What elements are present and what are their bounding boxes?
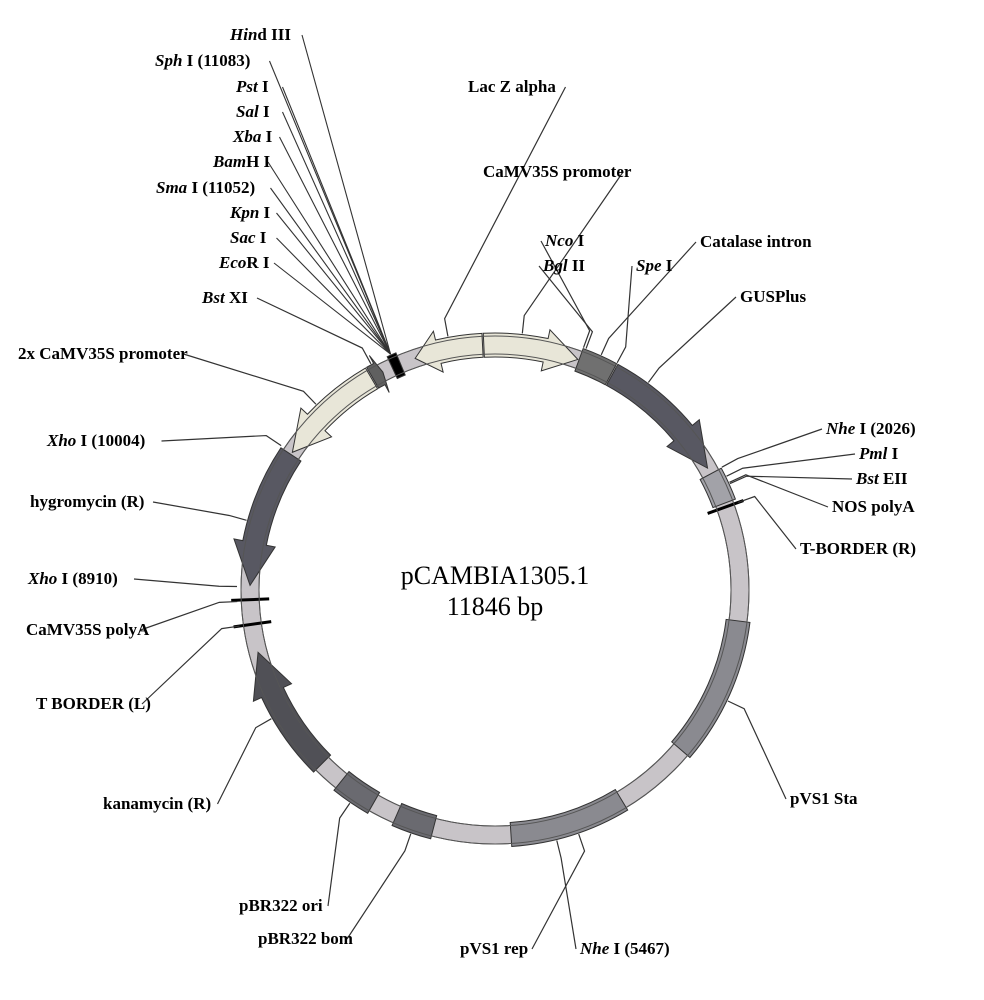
feature-label: pBR322 ori	[239, 897, 323, 916]
restriction-site-label: Kpn I	[230, 204, 270, 223]
restriction-site-label: Xho I (8910)	[28, 570, 118, 589]
feature-label: NOS polyA	[832, 498, 915, 517]
restriction-site-label: Xho I (10004)	[47, 432, 145, 451]
restriction-site-label: Bst EII	[856, 470, 908, 489]
feature-label: hygromycin (R)	[30, 493, 144, 512]
restriction-site-label: Nhe I (5467)	[580, 940, 670, 959]
restriction-site-label: Bgl II	[543, 257, 585, 276]
restriction-site-label: Sac I	[230, 229, 266, 248]
restriction-site-label: Xba I	[233, 128, 272, 147]
feature-label: T-BORDER (R)	[800, 540, 916, 559]
feature-label: GUSPlus	[740, 288, 806, 307]
feature-label: kanamycin (R)	[103, 795, 211, 814]
restriction-site-label: Sma I (11052)	[156, 179, 255, 198]
restriction-site-label: Bst XI	[202, 289, 248, 308]
restriction-site-label: Hind III	[230, 26, 291, 45]
plasmid-size: 11846 bp	[447, 592, 544, 621]
feature-label: T BORDER (L)	[36, 695, 151, 714]
feature-label: CaMV35S polyA	[26, 621, 149, 640]
restriction-site-label: BamH I	[213, 153, 270, 172]
restriction-site-label: Nco I	[545, 232, 584, 251]
feature-label: Lac Z alpha	[468, 78, 556, 97]
restriction-site-label: Pml I	[859, 445, 898, 464]
restriction-site-label: Pst I	[236, 78, 269, 97]
restriction-site-label: Spe I	[636, 257, 672, 276]
plasmid-name: pCAMBIA1305.1	[401, 561, 590, 590]
feature-label: pVS1 Sta	[790, 790, 858, 809]
feature-label: pVS1 rep	[460, 940, 528, 959]
feature-label: Catalase intron	[700, 233, 812, 252]
feature-label: 2x CaMV35S promoter	[18, 345, 188, 364]
feature-label: CaMV35S promoter	[483, 163, 631, 182]
restriction-site-label: Sph I (11083)	[155, 52, 250, 71]
feature-label: pBR322 bom	[258, 930, 353, 949]
plasmid-title: pCAMBIA1305.1 11846 bp	[350, 560, 640, 622]
restriction-site-label: Sal I	[236, 103, 270, 122]
restriction-site-label: Nhe I (2026)	[826, 420, 916, 439]
restriction-site-label: EcoR I	[219, 254, 270, 273]
